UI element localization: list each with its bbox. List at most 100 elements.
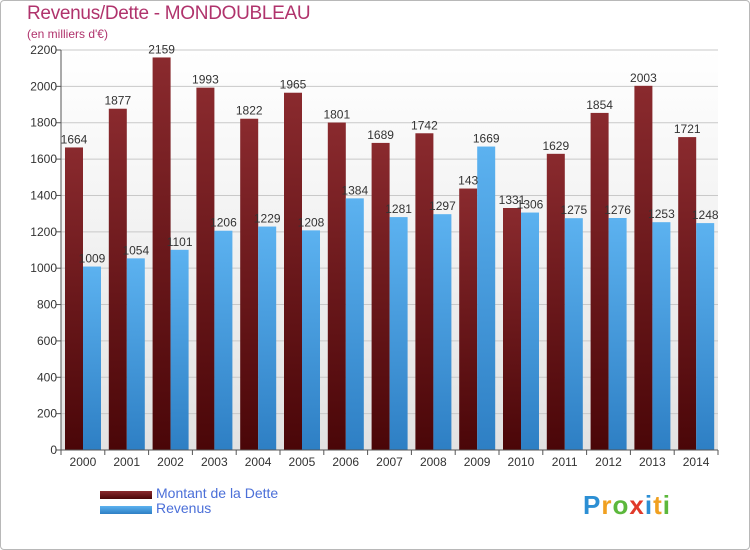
bar-debt — [284, 92, 302, 451]
data-label-debt: 1331 — [499, 193, 526, 207]
x-axis: 2000 2001 2002 2003 2004 2005 2006 2007 2008 2009… — [60, 449, 719, 469]
y-tick-label: 1400 — [30, 188, 57, 202]
logo-letter: x — [629, 490, 645, 520]
data-label-revenue: 1306 — [517, 198, 544, 212]
x-tick-label: 2007 — [376, 455, 403, 469]
bar-revenue — [258, 226, 277, 450]
bar-revenue — [389, 217, 408, 450]
data-label-debt: 1689 — [367, 128, 394, 142]
bar-revenue — [302, 230, 320, 450]
logo-letter: o — [612, 490, 630, 520]
legend-label-revenue: Revenus — [156, 500, 212, 516]
bar-debt — [152, 57, 171, 451]
data-label-debt: 1801 — [323, 108, 350, 122]
y-tick-label: 400 — [37, 370, 57, 384]
x-tick-label: 2001 — [113, 455, 140, 469]
bar-revenue — [126, 258, 145, 450]
legend-swatch-debt — [100, 491, 152, 499]
bar-revenue — [345, 198, 364, 450]
x-tick-label: 2000 — [70, 455, 97, 469]
bar-debt — [546, 153, 565, 450]
data-label-debt: 1993 — [192, 73, 219, 87]
data-label-debt: 1664 — [61, 132, 88, 146]
bar-revenue — [696, 223, 715, 450]
y-axis: 0 200 400 600 800 1000 1200 1400 1600 1800 2000 220… — [30, 43, 62, 457]
x-tick-label: 2010 — [508, 455, 535, 469]
y-tick-label: 2000 — [30, 79, 57, 93]
x-tick-label: 2012 — [595, 455, 622, 469]
bar-revenue — [214, 230, 233, 450]
x-tick-label: 2005 — [289, 455, 316, 469]
y-tick-label: 1000 — [30, 261, 57, 275]
y-tick-label: 0 — [50, 443, 57, 457]
x-tick-label: 2004 — [245, 455, 272, 469]
legend-label-debt: Montant de la Dette — [156, 485, 279, 501]
chart-subtitle: (en milliers d'€) — [27, 27, 108, 41]
data-label-revenue: 1009 — [79, 252, 106, 266]
data-label-revenue: 1276 — [604, 203, 631, 217]
bar-debt — [459, 188, 478, 450]
bar-revenue — [608, 218, 627, 450]
chart-title: Revenus/Dette - MONDOUBLEAU — [27, 3, 311, 24]
data-label-debt: 2159 — [148, 42, 175, 56]
logo-letter: i — [662, 490, 671, 520]
data-label-revenue: 1101 — [167, 235, 193, 249]
data-label-debt: 1629 — [542, 139, 569, 153]
bar-revenue — [521, 212, 539, 450]
x-tick-label: 2002 — [157, 455, 184, 469]
data-label-revenue: 1208 — [298, 215, 325, 229]
data-labels: 1664 1009 1877 1054 2159 1101 1993 1206 1822 1229… — [61, 42, 719, 265]
data-label-revenue: 1253 — [648, 207, 675, 221]
bar-revenue — [564, 218, 583, 450]
proxiti-logo: Proxiti — [583, 490, 671, 521]
bar-revenue — [477, 146, 496, 450]
bar-debt — [503, 208, 521, 450]
data-label-debt: 1965 — [280, 78, 307, 92]
x-tick-label: 2009 — [464, 455, 491, 469]
data-label-revenue: 1248 — [692, 208, 719, 222]
x-tick-label: 2014 — [683, 455, 710, 469]
bar-debt — [108, 108, 127, 451]
logo-letter: r — [601, 490, 613, 520]
y-tick-label: 800 — [37, 298, 57, 312]
data-label-debt: 1854 — [586, 98, 613, 112]
x-tick-label: 2008 — [420, 455, 447, 469]
bar-debt — [65, 147, 83, 451]
y-tick-label: 1200 — [30, 225, 57, 239]
bar-revenue — [83, 266, 101, 450]
y-tick-label: 1800 — [30, 116, 57, 130]
legend-swatch-revenue — [100, 506, 152, 514]
bar-revenue — [652, 222, 671, 450]
y-tick-label: 200 — [37, 407, 57, 421]
data-label-debt: 1721 — [674, 122, 701, 136]
logo-letter: i — [644, 490, 654, 520]
data-label-revenue: 1281 — [385, 202, 412, 216]
bar-debt — [678, 137, 697, 450]
y-tick-label: 1600 — [30, 152, 57, 166]
data-label-debt: 143 — [458, 174, 478, 188]
bar-debt — [196, 87, 215, 451]
x-tick-label: 2013 — [639, 455, 666, 469]
bar-debt — [371, 142, 390, 450]
data-label-revenue: 1229 — [254, 212, 281, 226]
logo-letter: t — [653, 490, 663, 520]
data-label-revenue: 1669 — [473, 132, 500, 146]
y-tick-label: 2200 — [30, 43, 57, 57]
bar-debt — [327, 122, 346, 450]
bar-revenue — [170, 249, 189, 450]
data-label-debt: 1877 — [104, 94, 131, 108]
bar-debt — [240, 118, 259, 451]
bar-revenue — [433, 214, 452, 450]
logo-letter: P — [583, 490, 602, 520]
bars — [65, 57, 715, 451]
data-label-revenue: 1275 — [560, 203, 587, 217]
x-tick-label: 2003 — [201, 455, 228, 469]
bar-debt — [415, 133, 434, 451]
y-tick-label: 600 — [37, 334, 57, 348]
bar-debt — [634, 85, 653, 451]
data-label-revenue: 1054 — [122, 243, 149, 257]
x-tick-label: 2006 — [332, 455, 359, 469]
data-label-debt: 1742 — [411, 118, 438, 132]
data-label-revenue: 1206 — [210, 216, 237, 230]
